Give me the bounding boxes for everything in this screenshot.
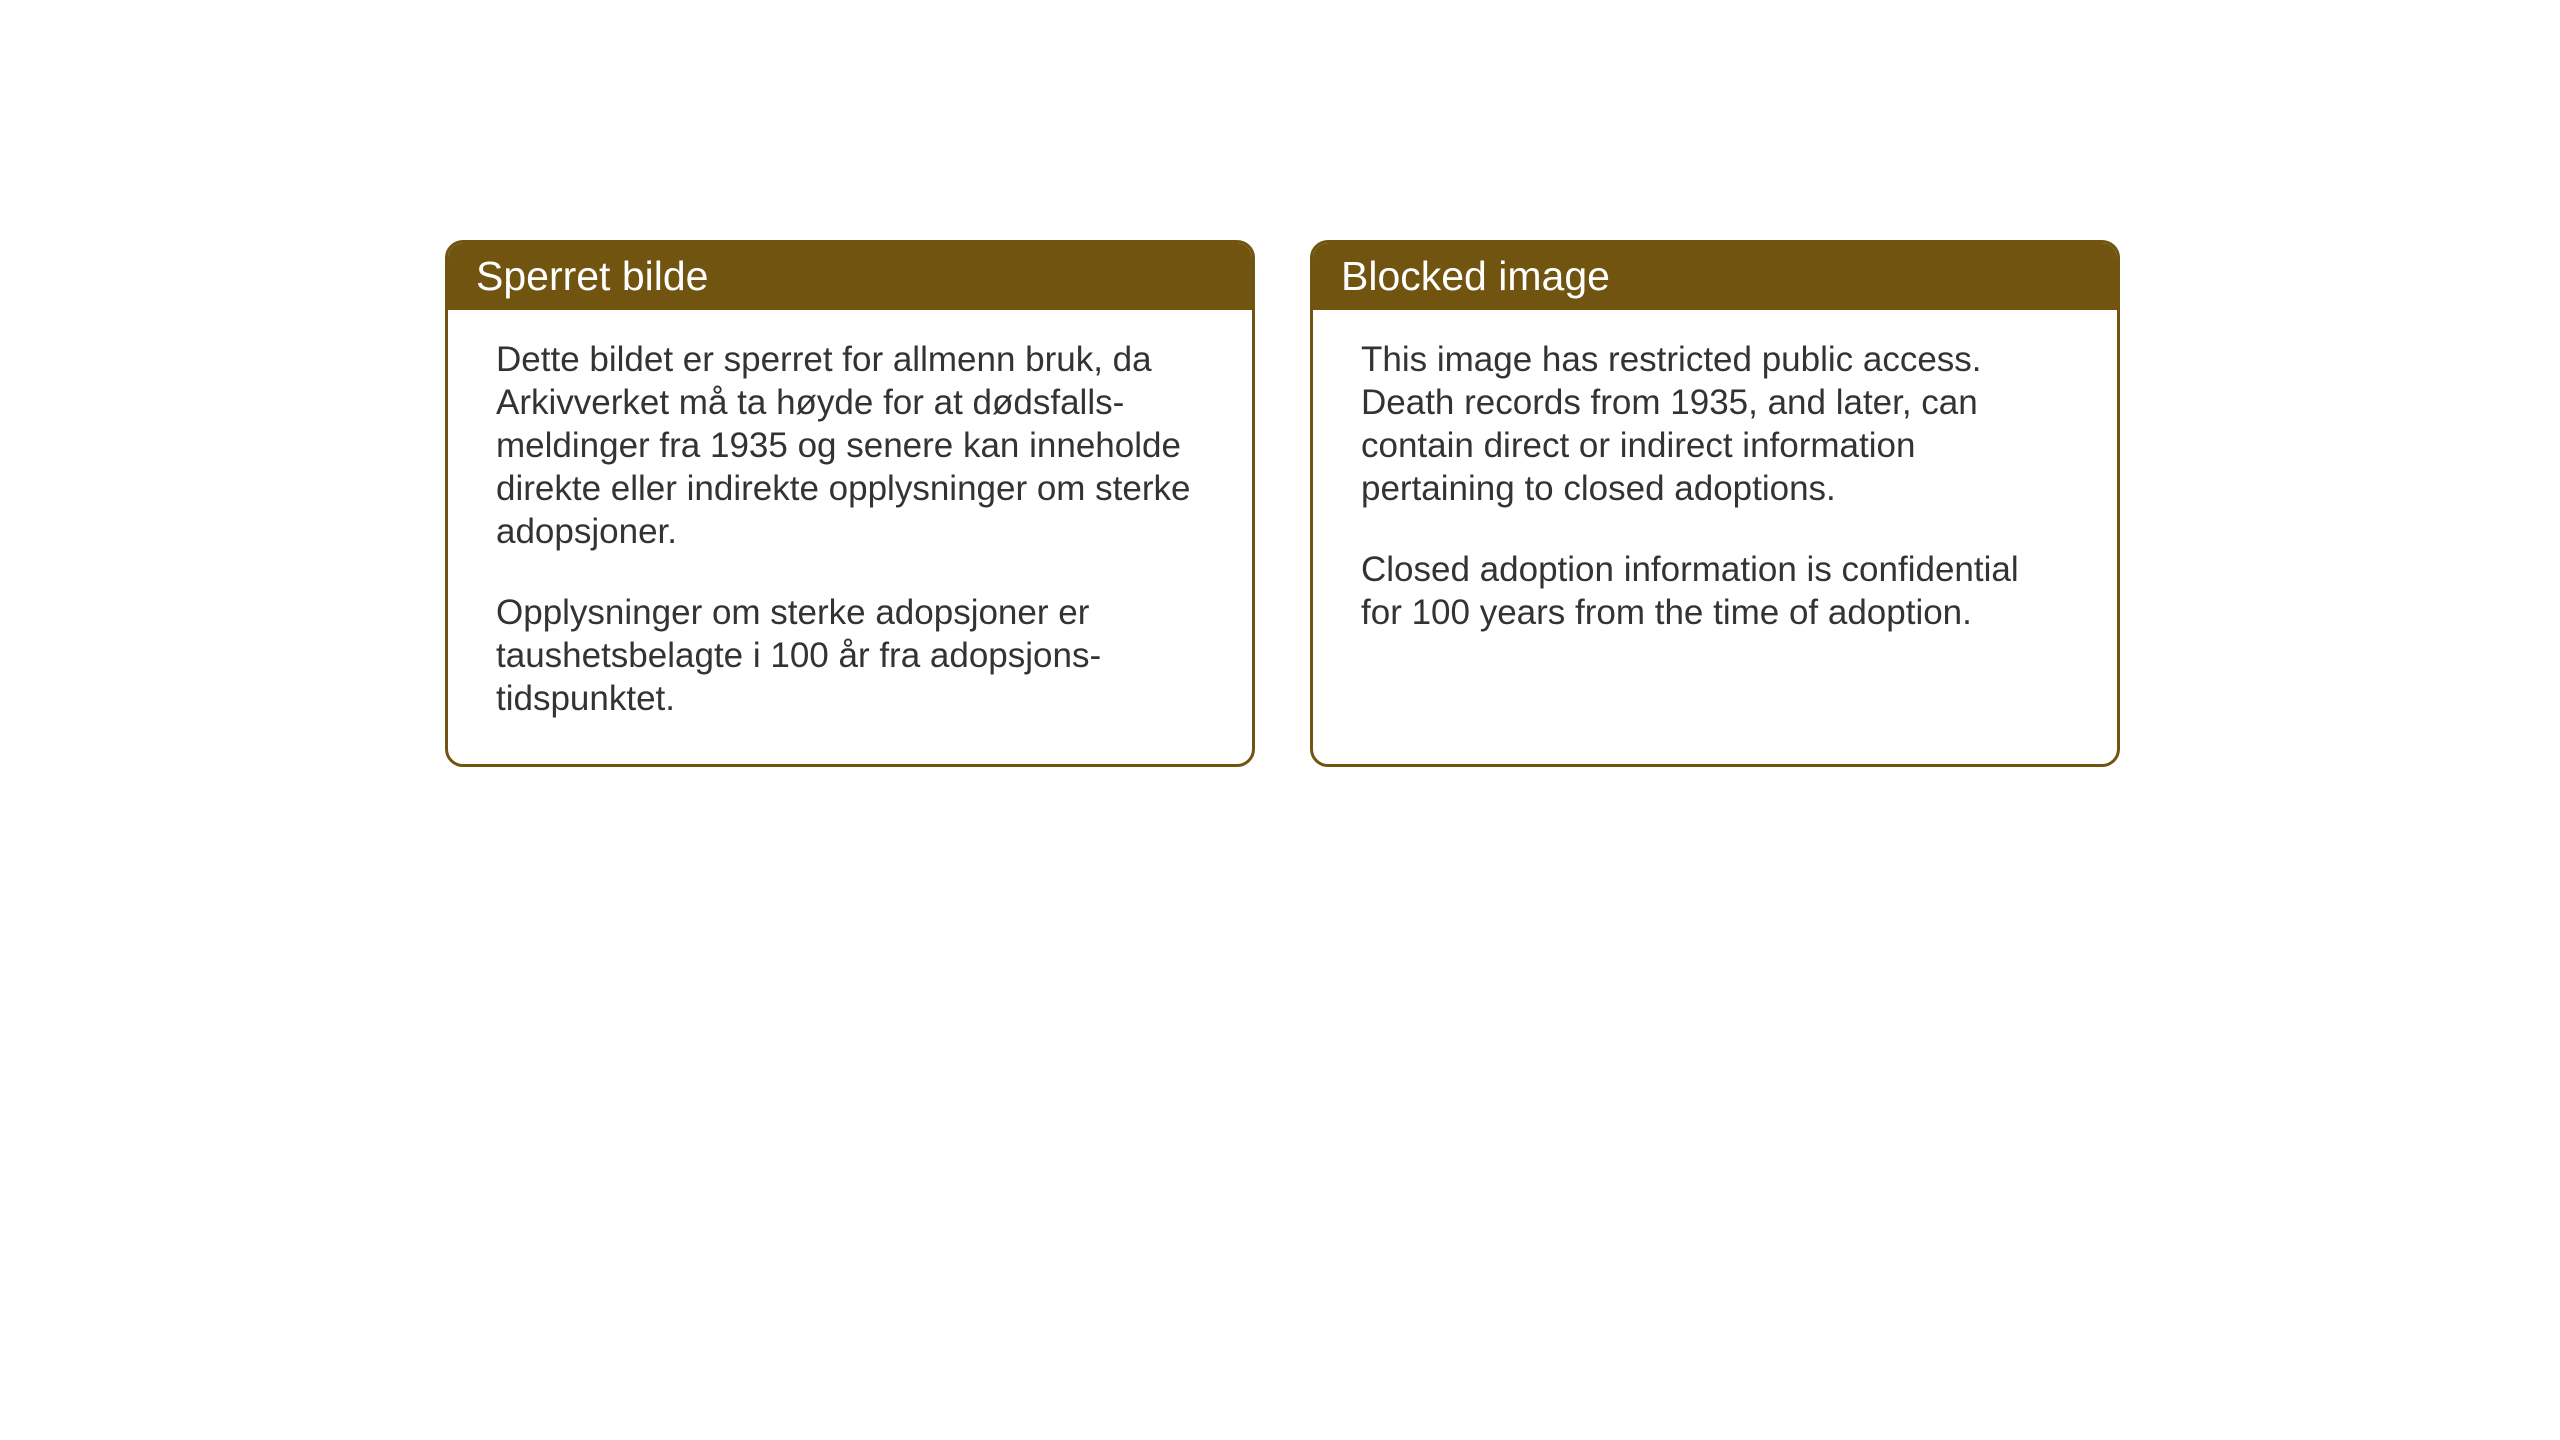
notice-container: Sperret bilde Dette bildet er sperret fo… (445, 240, 2120, 767)
notice-box-norwegian: Sperret bilde Dette bildet er sperret fo… (445, 240, 1255, 767)
notice-box-english: Blocked image This image has restricted … (1310, 240, 2120, 767)
notice-header-norwegian: Sperret bilde (448, 243, 1252, 310)
notice-body-norwegian: Dette bildet er sperret for allmenn bruk… (448, 310, 1252, 764)
notice-paragraph-2-norwegian: Opplysninger om sterke adopsjoner er tau… (496, 591, 1204, 720)
notice-paragraph-2-english: Closed adoption information is confident… (1361, 548, 2069, 634)
notice-paragraph-1-english: This image has restricted public access.… (1361, 338, 2069, 510)
notice-paragraph-1-norwegian: Dette bildet er sperret for allmenn bruk… (496, 338, 1204, 553)
notice-body-english: This image has restricted public access.… (1313, 310, 2117, 729)
notice-header-english: Blocked image (1313, 243, 2117, 310)
